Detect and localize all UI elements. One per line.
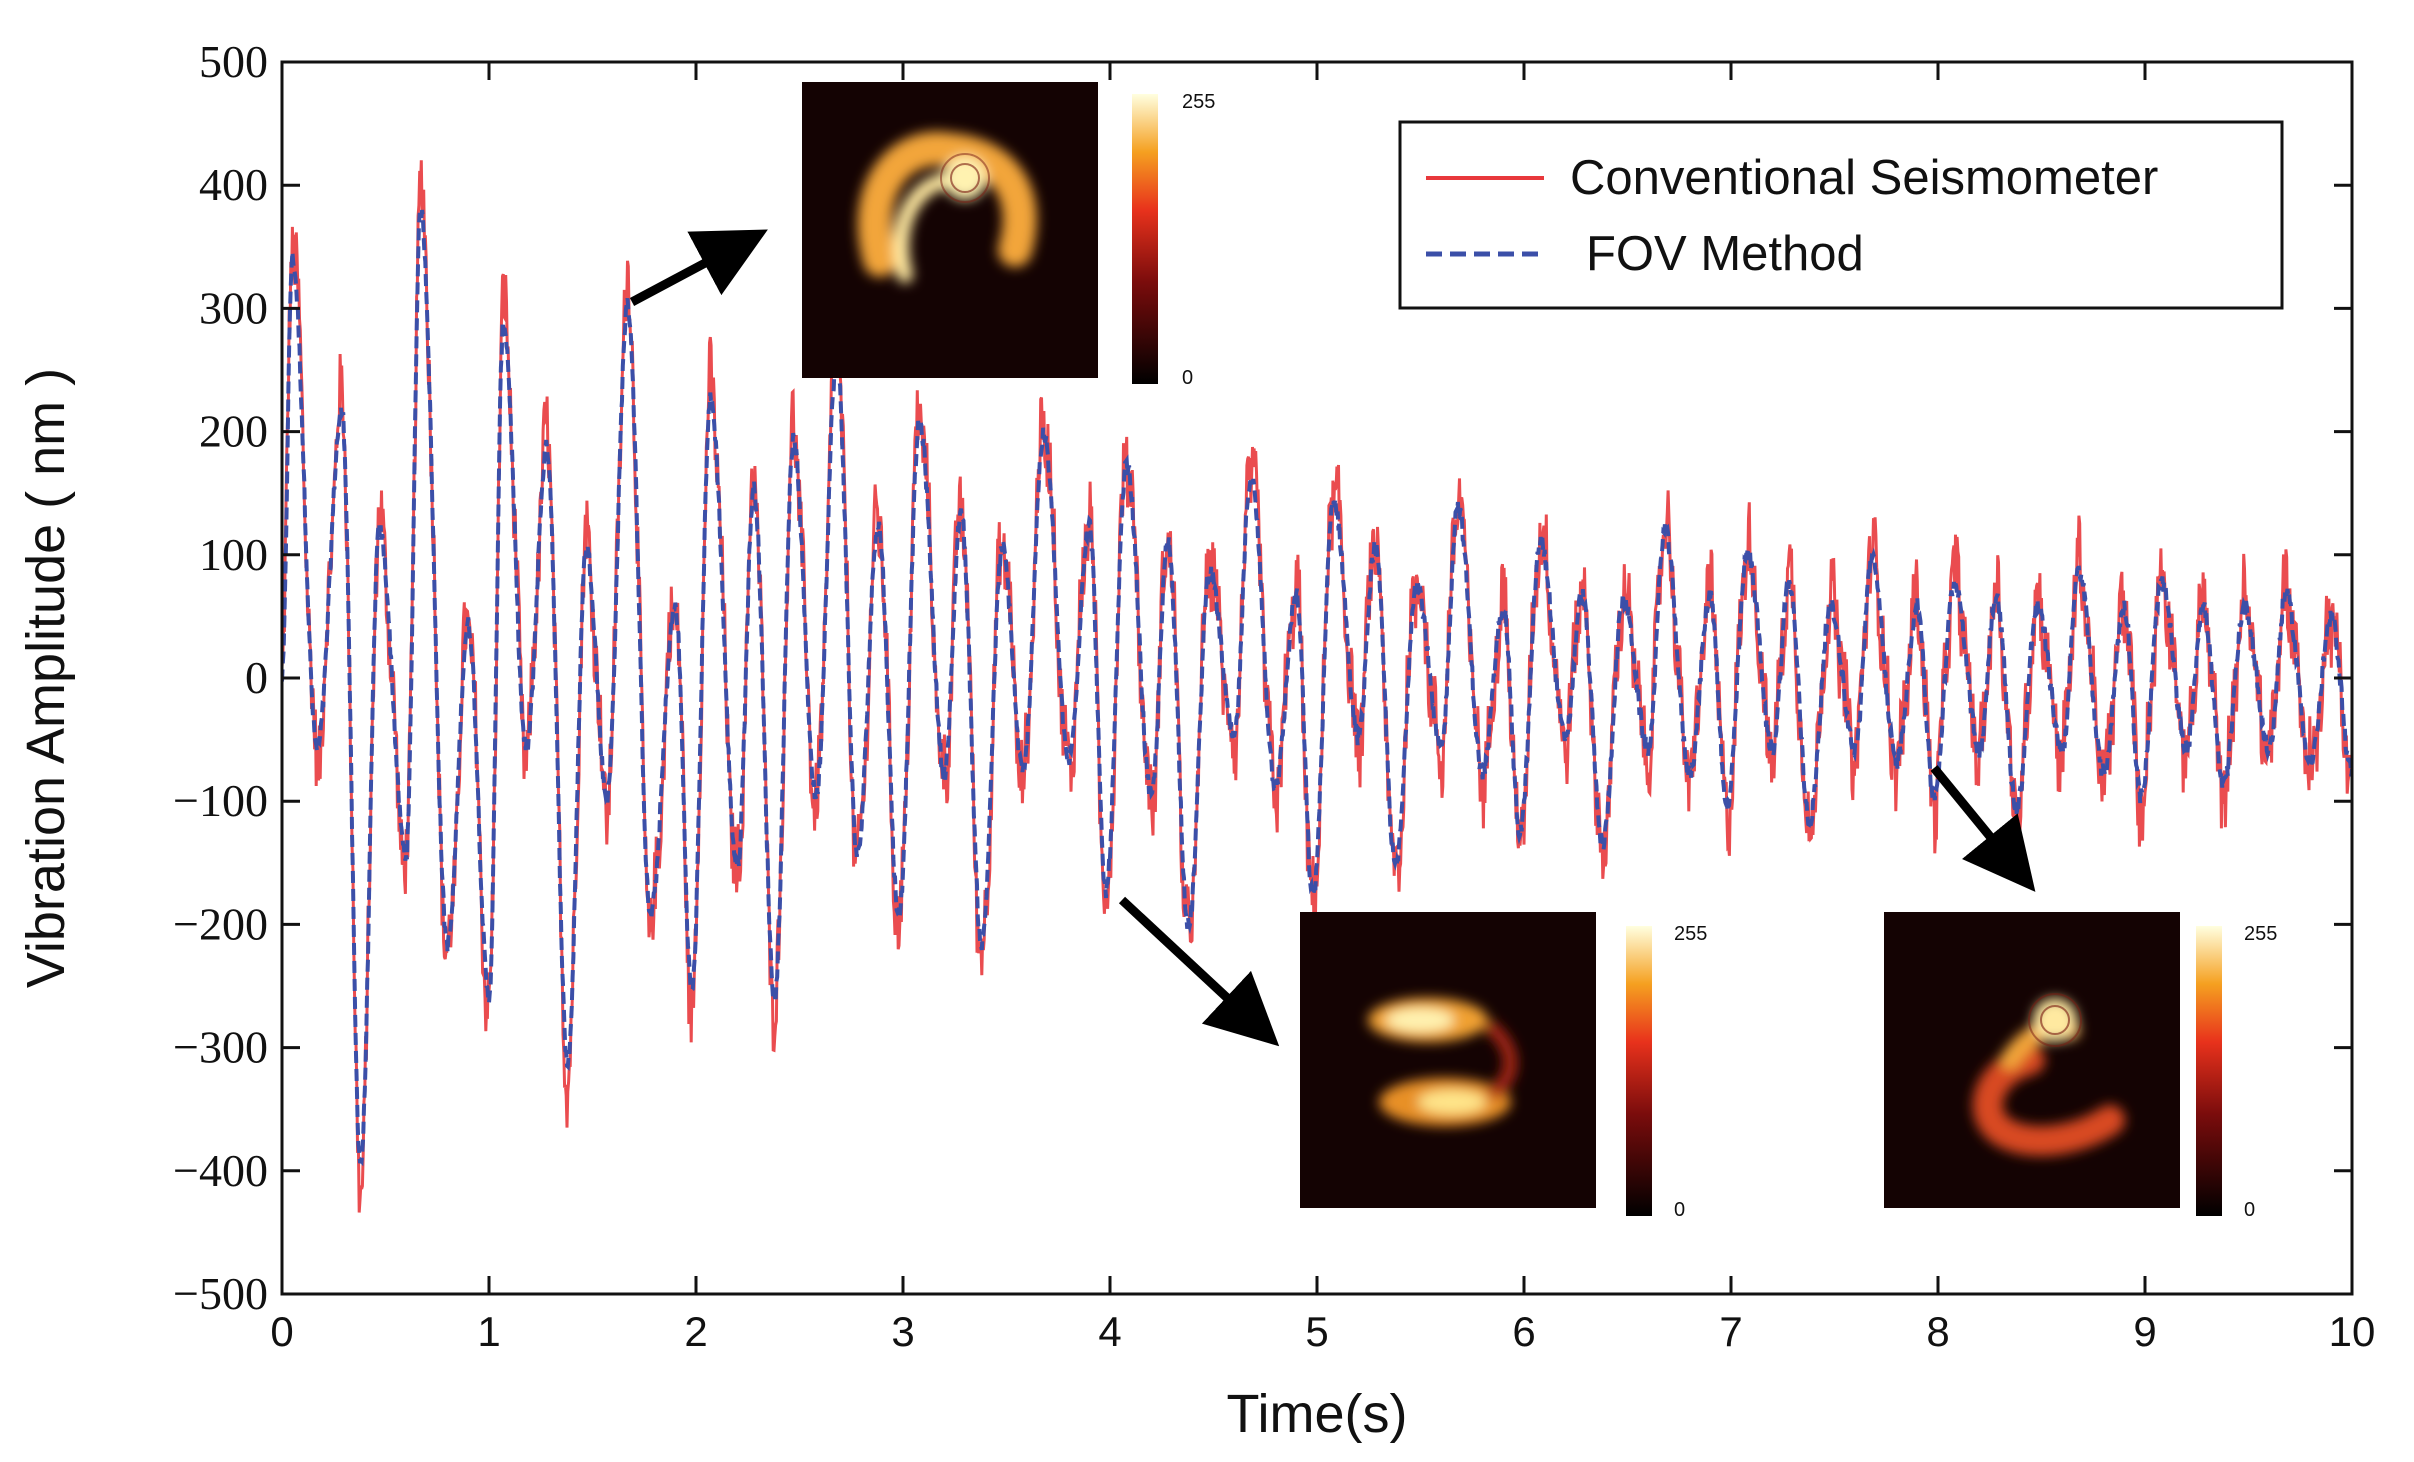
x-tick-label: 3 — [891, 1308, 914, 1355]
arrow-to-inset-1 — [629, 229, 768, 306]
legend-box — [1398, 120, 2284, 310]
y-tick-label: 200 — [199, 406, 268, 457]
x-tick-label: 6 — [1512, 1308, 1535, 1355]
y-tick-label: 400 — [199, 159, 268, 210]
arrow-to-inset-2 — [1118, 896, 1280, 1047]
inset-3: 255 0 — [1884, 912, 2277, 1221]
inset-2: 255 0 — [1300, 912, 1707, 1221]
inset-2-colorbar-max: 255 — [1674, 923, 1707, 945]
arrow-to-inset-3 — [1930, 765, 2036, 892]
inset-2-colorbar-min: 0 — [1674, 1199, 1685, 1221]
x-tick-label: 7 — [1719, 1308, 1742, 1355]
x-tick-label: 9 — [2133, 1308, 2156, 1355]
y-tick-label: −200 — [173, 898, 268, 949]
x-tick-label: 8 — [1926, 1308, 1949, 1355]
inset-3-colorbar-max: 255 — [2244, 923, 2277, 945]
x-tick-label: 5 — [1305, 1308, 1328, 1355]
inset-1-colorbar-min: 0 — [1182, 367, 1193, 389]
y-axis-label: Vibration Amplitude ( nm ) — [16, 368, 76, 988]
legend-label-fov-method: FOV Method — [1586, 227, 1864, 281]
y-tick-label: −100 — [173, 775, 268, 826]
y-tick-label: −500 — [173, 1268, 268, 1319]
legend-label-conventional-seismometer: Conventional Seismometer — [1570, 151, 2158, 205]
y-tick-label: 300 — [199, 282, 268, 333]
y-tick-label: 0 — [245, 652, 268, 703]
legend: Conventional Seismometer FOV Method — [1398, 120, 2284, 310]
x-tick-label: 1 — [477, 1308, 500, 1355]
x-tick-label: 4 — [1098, 1308, 1121, 1355]
y-tick-label: 500 — [199, 36, 268, 87]
x-axis-label: Time(s) — [1227, 1384, 1408, 1444]
x-tick-label: 10 — [2329, 1308, 2376, 1355]
series-line-fov-method — [282, 209, 2352, 1167]
inset-3-colorbar-min: 0 — [2244, 1199, 2255, 1221]
x-tick-label: 2 — [684, 1308, 707, 1355]
y-tick-label: −400 — [173, 1145, 268, 1196]
inset-1-colorbar-max: 255 — [1182, 91, 1215, 113]
annotation-arrows — [629, 229, 2036, 1047]
y-tick-label: −300 — [173, 1022, 268, 1073]
y-tick-label: 100 — [199, 529, 268, 580]
x-tick-label: 0 — [270, 1308, 293, 1355]
inset-1: 255 0 — [802, 82, 1215, 389]
